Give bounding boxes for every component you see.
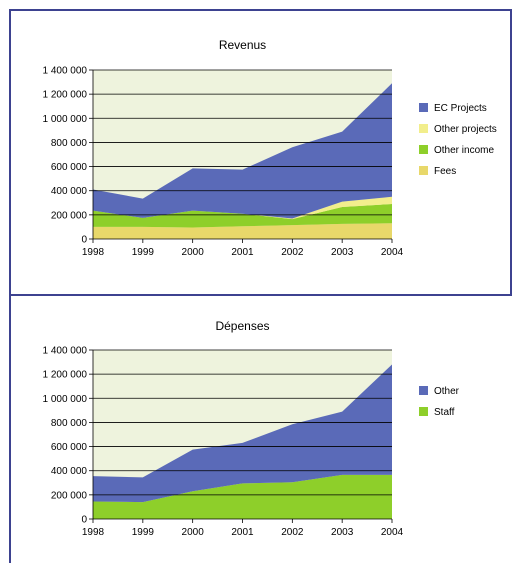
- revenus-legend-label-fees: Fees: [434, 166, 456, 177]
- depenses-x-tick-label: 1999: [132, 527, 155, 538]
- revenus-x-tick-label: 2000: [182, 247, 205, 258]
- depenses-x-tick-label: 2004: [381, 527, 404, 538]
- depenses-y-tick-label: 1 400 000: [43, 346, 88, 357]
- depenses-area-other: [93, 364, 392, 503]
- revenus-y-tick-label: 1 200 000: [43, 90, 88, 101]
- revenus-legend-label-other-projects: Other projects: [434, 124, 497, 135]
- revenus-x-tick-label: 2004: [381, 247, 404, 258]
- depenses-x-tick-label: 2003: [331, 527, 354, 538]
- depenses-x-tick-label: 1998: [82, 527, 105, 538]
- revenus-legend-swatch-fees: [419, 166, 428, 175]
- depenses-y-tick-label: 600 000: [51, 442, 88, 453]
- revenus-x-tick-label: 2002: [281, 247, 304, 258]
- revenus-legend-label-ec-projects: EC Projects: [434, 103, 487, 114]
- revenus-legend-label-other-income: Other income: [434, 145, 494, 156]
- depenses-legend-label-staff: Staff: [434, 407, 455, 418]
- revenus-area-other-income: [93, 204, 392, 228]
- depenses-x-tick-label: 2002: [281, 527, 304, 538]
- revenus-y-tick-label: 200 000: [51, 210, 88, 221]
- revenus-x-tick-label: 2001: [231, 247, 254, 258]
- depenses-chart: Dépenses 0 200 000 400 000 600 000 800 000 1 0…: [43, 319, 460, 538]
- revenus-area-other-projects: [93, 196, 392, 220]
- depenses-area-staff: [93, 474, 392, 519]
- depenses-y-tick-label: 800 000: [51, 418, 88, 429]
- depenses-y-tick-label: 400 000: [51, 466, 88, 477]
- revenus-area-ec-projects: [93, 83, 392, 219]
- depenses-legend-label-other: Other: [434, 386, 460, 397]
- revenus-x-tick-label: 2003: [331, 247, 354, 258]
- revenus-y-tick-label: 1 000 000: [43, 114, 88, 125]
- revenus-legend-swatch-other-projects: [419, 124, 428, 133]
- revenus-y-tick-label: 600 000: [51, 162, 88, 173]
- revenus-chart-title: Revenus: [219, 38, 266, 52]
- revenus-y-tick-label: 0: [81, 235, 87, 246]
- revenus-chart-panel: Revenus 0 200 000 400 000 600 000 800 000 1 00…: [9, 9, 512, 296]
- revenus-legend-swatch-ec-projects: [419, 103, 428, 112]
- depenses-y-tick-label: 200 000: [51, 490, 88, 501]
- revenus-chart: Revenus 0 200 000 400 000 600 000 800 000 1 00…: [43, 38, 497, 258]
- depenses-y-tick-label: 1 000 000: [43, 394, 88, 405]
- depenses-x-tick-label: 2001: [231, 527, 254, 538]
- revenus-area-fees: [93, 223, 392, 239]
- depenses-x-tick-label: 2000: [182, 527, 205, 538]
- depenses-legend-swatch-staff: [419, 407, 428, 416]
- depenses-y-tick-label: 0: [81, 515, 87, 526]
- revenus-legend-swatch-other-income: [419, 145, 428, 154]
- revenus-y-tick-label: 800 000: [51, 138, 88, 149]
- depenses-chart-panel: Dépenses 0 200 000 400 000 600 000 800 000 1 0…: [9, 296, 512, 563]
- depenses-y-tick-label: 1 200 000: [43, 370, 88, 381]
- revenus-y-tick-label: 400 000: [51, 186, 88, 197]
- revenus-x-tick-label: 1998: [82, 247, 105, 258]
- depenses-chart-title: Dépenses: [215, 319, 269, 333]
- revenus-x-tick-label: 1999: [132, 247, 155, 258]
- revenus-y-tick-label: 1 400 000: [43, 66, 88, 77]
- depenses-legend-swatch-other: [419, 386, 428, 395]
